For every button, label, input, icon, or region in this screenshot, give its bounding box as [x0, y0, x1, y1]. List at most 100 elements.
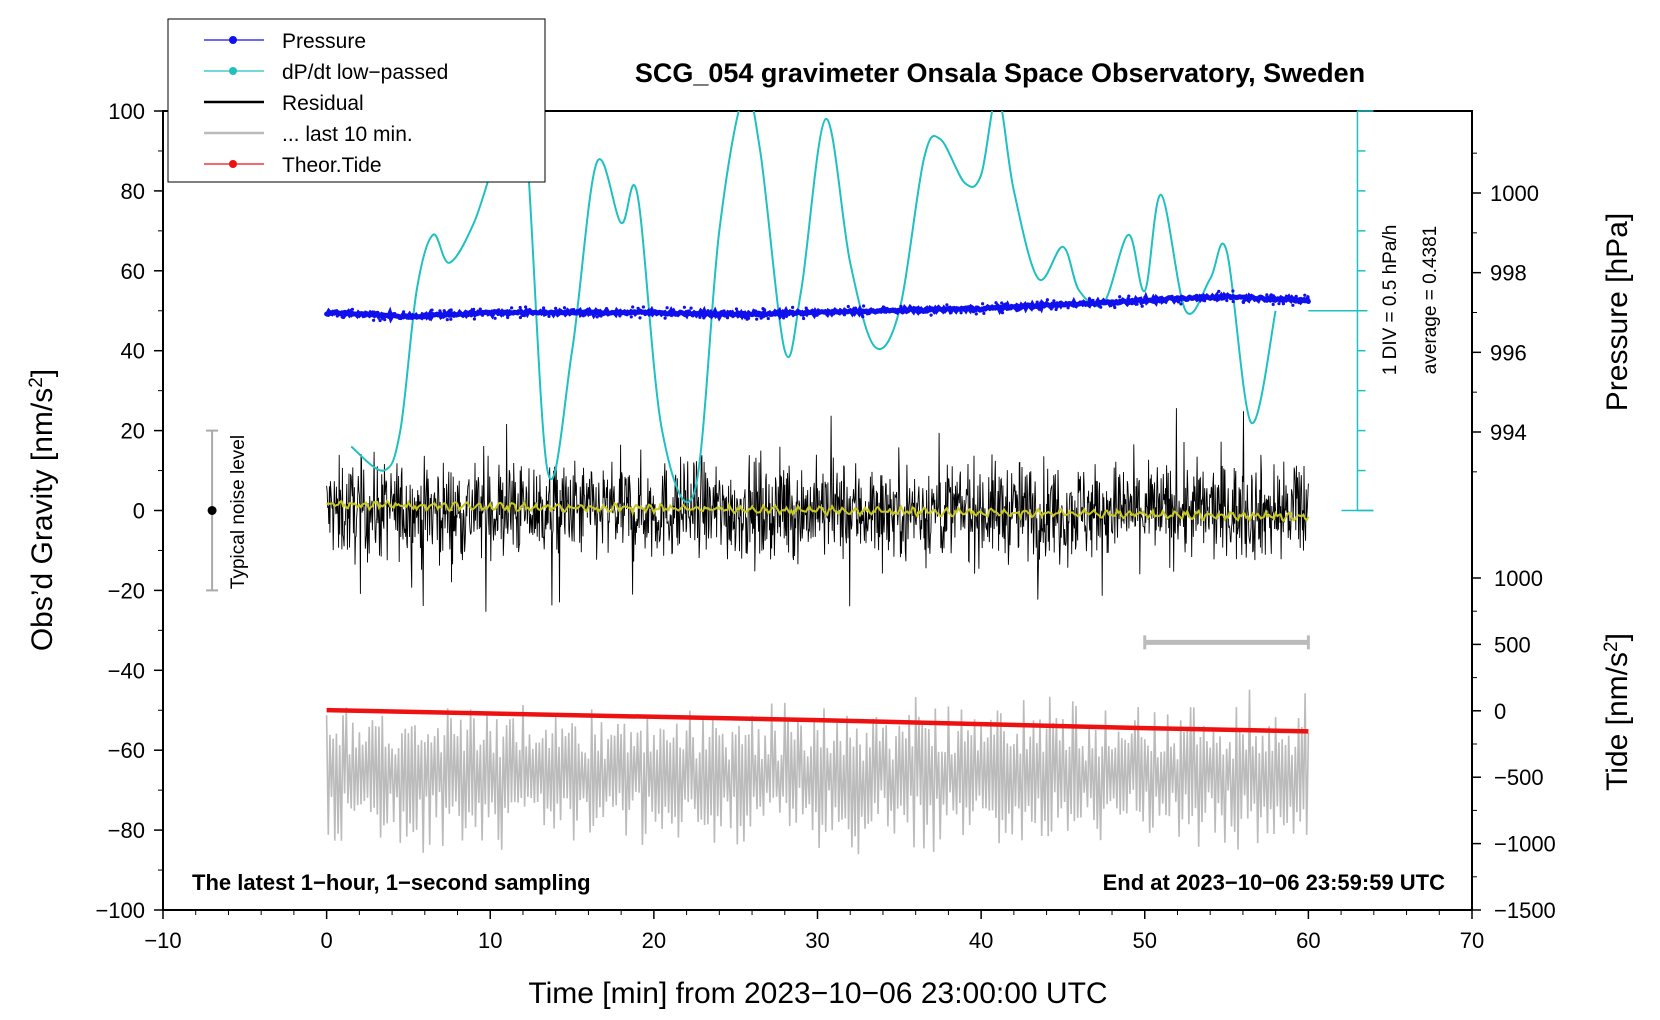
legend-label-residual: Residual — [282, 92, 364, 115]
pressure-point — [656, 311, 660, 315]
pressure-point — [782, 312, 786, 316]
y-tick-label: 40 — [121, 339, 145, 364]
pressure-point — [605, 308, 610, 312]
pressure-point — [757, 310, 761, 314]
pressure-point — [804, 306, 808, 310]
pressure-point — [999, 310, 1004, 314]
pressure-point — [1052, 299, 1056, 303]
pressure-point — [782, 316, 786, 320]
pressure-point — [581, 309, 585, 313]
x-axis-title: Time [min] from 2023−10−06 23:00:00 UTC — [528, 977, 1107, 1010]
pressure-point — [472, 317, 476, 321]
pressure-point — [520, 313, 524, 318]
pressure-point — [1130, 302, 1134, 306]
pressure-point — [1102, 300, 1106, 304]
pressure-point — [1055, 305, 1059, 309]
legend-marker-dpdt — [229, 67, 237, 75]
pressure-point — [754, 309, 758, 313]
pressure-point — [1099, 305, 1103, 309]
pressure-point — [1140, 304, 1144, 308]
pressure-point — [378, 318, 382, 323]
pressure-point — [677, 312, 682, 316]
pressure-point — [650, 312, 654, 316]
pressure-point — [702, 316, 706, 320]
y-tick-label: 60 — [121, 259, 145, 284]
pressure-point — [709, 313, 713, 317]
pressure-point — [631, 305, 635, 309]
pressure-point — [387, 313, 391, 317]
pressure-point — [888, 310, 892, 314]
theor-tide-series — [326, 707, 1309, 734]
pressure-point — [629, 311, 633, 315]
pressure-point — [832, 312, 836, 316]
pressure-point — [981, 302, 985, 306]
legend: Pressure dP/dt low−passed Residual ... l… — [167, 18, 546, 183]
pressure-point — [1125, 302, 1129, 306]
pressure-point — [1222, 293, 1226, 297]
last-10-min-line — [325, 689, 1310, 855]
pressure-point — [738, 313, 742, 317]
pressure-point — [761, 315, 765, 319]
pressure-point — [1161, 296, 1165, 300]
pressure-point — [1291, 303, 1295, 307]
legend-label-dpdt: dP/dt low−passed — [282, 61, 448, 84]
pressure-point — [542, 306, 546, 310]
pressure-point — [1176, 300, 1180, 304]
x-tick-label: 10 — [478, 928, 502, 953]
pressure-point — [478, 307, 482, 311]
pressure-point — [1231, 289, 1235, 293]
pressure-point — [438, 309, 442, 313]
x-tick-label: 70 — [1460, 928, 1484, 953]
pressure-line — [324, 291, 1311, 324]
pressure-point — [1220, 296, 1224, 300]
pressure-point — [1265, 293, 1269, 297]
pressure-point — [1170, 294, 1174, 298]
pressure-point — [1203, 299, 1207, 303]
x-axis-ticks: −10 0 10 20 30 40 50 60 70 — [144, 910, 1484, 953]
pressure-point — [1114, 299, 1118, 303]
pressure-point — [341, 315, 346, 320]
pressure-point — [975, 305, 980, 309]
pressure-point — [853, 306, 858, 310]
tide-tick-label: −500 — [1494, 765, 1544, 790]
pressure-point — [1281, 302, 1285, 306]
pressure-point — [523, 310, 527, 314]
pressure-point — [524, 305, 528, 309]
pressure-point — [734, 307, 739, 311]
pressure-point — [775, 312, 779, 316]
x-tick-label: −10 — [144, 928, 181, 953]
pressure-point — [795, 312, 800, 316]
pressure-point — [836, 309, 840, 313]
pressure-point — [641, 305, 646, 309]
pressure-point — [595, 311, 599, 316]
y-tick-label: −40 — [108, 658, 145, 683]
pressure-point — [442, 311, 446, 315]
pressure-point — [618, 314, 622, 318]
pressure-point — [678, 309, 682, 313]
pressure-point — [1277, 302, 1281, 306]
pressure-point — [982, 311, 986, 315]
pressure-point — [629, 315, 633, 319]
pressure-point — [522, 314, 527, 318]
pressure-tick-label: 998 — [1490, 261, 1527, 286]
pressure-point — [1091, 298, 1095, 302]
pressure-point — [1030, 304, 1034, 308]
pressure-point — [1127, 294, 1131, 298]
pressure-point — [646, 309, 651, 314]
chart-annotations — [206, 110, 1374, 650]
pressure-point — [548, 311, 553, 315]
pressure-point — [554, 306, 558, 310]
pressure-point — [849, 308, 853, 312]
pressure-point — [586, 308, 590, 312]
pressure-point — [916, 306, 920, 310]
pressure-point — [404, 314, 408, 318]
pressure-point — [449, 317, 453, 321]
noise-level-label: Typical noise level — [228, 435, 249, 589]
pressure-point — [725, 316, 730, 320]
pressure-point — [383, 318, 387, 322]
pressure-point — [862, 304, 866, 308]
pressure-point — [1000, 301, 1004, 305]
pressure-point — [368, 312, 372, 316]
pressure-point — [1297, 301, 1301, 305]
pressure-point — [1206, 295, 1210, 299]
